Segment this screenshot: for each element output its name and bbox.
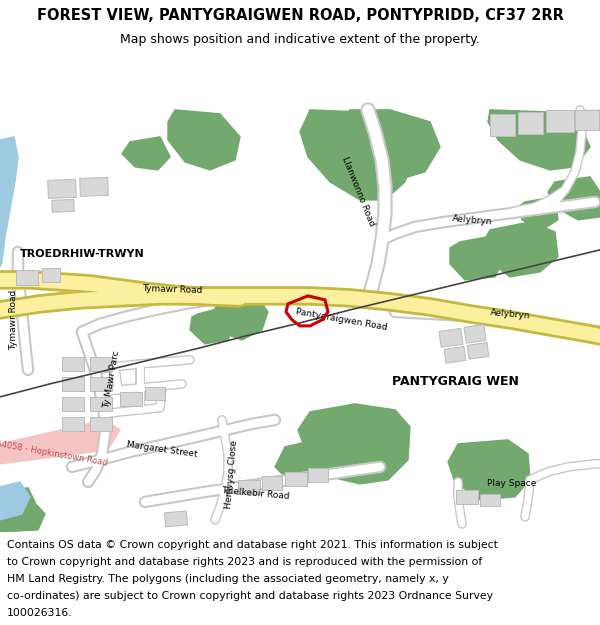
Text: HM Land Registry. The polygons (including the associated geometry, namely x, y: HM Land Registry. The polygons (includin… <box>7 574 449 584</box>
Polygon shape <box>482 222 558 277</box>
Polygon shape <box>275 440 328 482</box>
Polygon shape <box>47 179 76 198</box>
Text: PANTYGRAIG WEN: PANTYGRAIG WEN <box>392 376 518 388</box>
Polygon shape <box>16 270 38 285</box>
Polygon shape <box>546 110 574 132</box>
Text: Tymawr Road: Tymawr Road <box>142 284 202 296</box>
Polygon shape <box>190 307 235 344</box>
Polygon shape <box>548 177 600 220</box>
Text: Llanwonno Road: Llanwonno Road <box>340 156 376 228</box>
Polygon shape <box>488 110 590 170</box>
Polygon shape <box>262 476 282 490</box>
Polygon shape <box>90 357 112 371</box>
Text: to Crown copyright and database rights 2023 and is reproduced with the permissio: to Crown copyright and database rights 2… <box>7 557 482 567</box>
Polygon shape <box>480 494 500 506</box>
Polygon shape <box>90 397 112 411</box>
Text: Henwysg Close: Henwysg Close <box>224 439 239 509</box>
Polygon shape <box>456 490 478 504</box>
Polygon shape <box>62 397 84 411</box>
Polygon shape <box>450 235 505 280</box>
Polygon shape <box>518 112 543 134</box>
Polygon shape <box>298 404 410 484</box>
Polygon shape <box>90 417 112 431</box>
Polygon shape <box>448 440 530 500</box>
Text: Map shows position and indicative extent of the property.: Map shows position and indicative extent… <box>120 34 480 46</box>
Polygon shape <box>0 482 30 520</box>
Text: Aelybryn: Aelybryn <box>452 214 493 226</box>
Polygon shape <box>42 268 60 282</box>
Polygon shape <box>300 110 415 200</box>
Polygon shape <box>62 417 84 431</box>
Text: TROEDRHIW-TRWYN: TROEDRHIW-TRWYN <box>20 249 145 259</box>
Polygon shape <box>210 294 268 340</box>
Text: Ty Mawr Parc: Ty Mawr Parc <box>103 350 122 409</box>
Polygon shape <box>439 328 463 348</box>
Polygon shape <box>238 480 260 494</box>
Polygon shape <box>490 114 515 136</box>
Text: Aelybryn: Aelybryn <box>490 308 530 320</box>
Polygon shape <box>145 387 165 400</box>
Polygon shape <box>444 346 466 363</box>
Polygon shape <box>80 177 109 196</box>
Polygon shape <box>0 488 35 517</box>
Text: Play Space: Play Space <box>487 479 536 488</box>
Text: Contains OS data © Crown copyright and database right 2021. This information is : Contains OS data © Crown copyright and d… <box>7 540 498 550</box>
Text: Telelkebir Road: Telelkebir Road <box>220 486 290 501</box>
Polygon shape <box>90 377 112 391</box>
Polygon shape <box>120 392 142 406</box>
Text: 100026316.: 100026316. <box>7 608 73 618</box>
Text: A4058 - Hopkinstown Road: A4058 - Hopkinstown Road <box>0 439 109 468</box>
Text: Margaret Street: Margaret Street <box>126 441 198 459</box>
Polygon shape <box>52 199 74 212</box>
Polygon shape <box>580 110 600 127</box>
Polygon shape <box>285 472 307 486</box>
Polygon shape <box>62 357 84 371</box>
Text: Tymawr Road: Tymawr Road <box>10 290 19 350</box>
Polygon shape <box>335 110 440 180</box>
Polygon shape <box>575 110 599 130</box>
Polygon shape <box>518 197 558 230</box>
Polygon shape <box>122 137 170 170</box>
Polygon shape <box>0 137 18 267</box>
Polygon shape <box>308 468 328 482</box>
Polygon shape <box>0 420 120 464</box>
Polygon shape <box>62 377 84 391</box>
Polygon shape <box>168 110 240 170</box>
Polygon shape <box>0 500 45 532</box>
Polygon shape <box>164 511 188 527</box>
Text: co-ordinates) are subject to Crown copyright and database rights 2023 Ordnance S: co-ordinates) are subject to Crown copyr… <box>7 591 493 601</box>
Polygon shape <box>464 324 486 343</box>
Text: FOREST VIEW, PANTYGRAIGWEN ROAD, PONTYPRIDD, CF37 2RR: FOREST VIEW, PANTYGRAIGWEN ROAD, PONTYPR… <box>37 8 563 23</box>
Text: Pantygraigwen Road: Pantygraigwen Road <box>295 308 389 332</box>
Polygon shape <box>467 342 489 359</box>
